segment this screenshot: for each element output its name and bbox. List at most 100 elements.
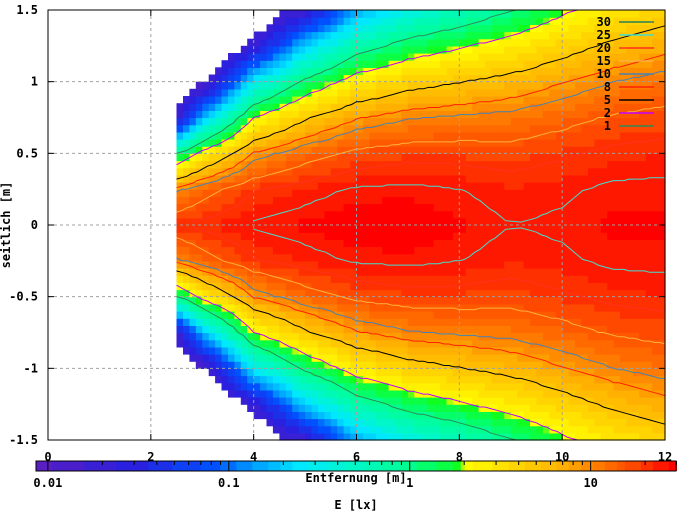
heatmap-cell	[221, 232, 229, 240]
heatmap-cell	[497, 239, 505, 248]
heatmap-cell	[401, 81, 409, 90]
heatmap-cell	[330, 10, 338, 18]
heatmap-cell	[382, 389, 390, 398]
heatmap-cell	[362, 375, 370, 384]
heatmap-cell	[350, 418, 358, 427]
heatmap-cell	[195, 124, 203, 133]
heatmap-cell	[607, 174, 615, 183]
heatmap-cell	[324, 354, 332, 362]
heatmap-cell	[568, 96, 576, 104]
heatmap-cell	[645, 225, 653, 233]
heatmap-cell	[420, 67, 428, 76]
heatmap-cell	[228, 339, 235, 348]
heatmap-cell	[407, 210, 415, 219]
heatmap-cell	[382, 117, 390, 126]
heatmap-cell	[530, 368, 537, 377]
heatmap-cell	[350, 346, 358, 355]
colorbar-segment	[484, 461, 490, 471]
heatmap-cell	[247, 354, 255, 362]
heatmap-cell	[510, 346, 518, 355]
heatmap-cell	[536, 404, 544, 412]
heatmap-cell	[279, 117, 287, 126]
heatmap-cell	[311, 10, 319, 18]
heatmap-cell	[266, 289, 274, 298]
heatmap-cell	[343, 67, 351, 76]
heatmap-cell	[324, 411, 332, 420]
heatmap-cell	[311, 397, 319, 405]
heatmap-cell	[292, 96, 300, 104]
heatmap-cell	[491, 339, 499, 348]
heatmap-cell	[279, 60, 287, 68]
heatmap-cell	[208, 275, 216, 283]
heatmap-cell	[645, 282, 653, 291]
heatmap-cell	[407, 110, 415, 119]
heatmap-cell	[523, 45, 531, 54]
heatmap-cell	[452, 38, 460, 47]
heatmap-cell	[407, 196, 415, 205]
heatmap-cell	[266, 189, 274, 197]
heatmap-cell	[626, 196, 634, 205]
heatmap-cell	[240, 275, 248, 283]
heatmap-cell	[369, 411, 377, 420]
heatmap-cell	[620, 174, 627, 183]
heatmap-cell	[594, 346, 602, 355]
heatmap-cell	[613, 203, 621, 212]
heatmap-cell	[362, 17, 370, 25]
heatmap-cell	[253, 67, 261, 76]
heatmap-cell	[433, 432, 441, 441]
heatmap-cell	[401, 74, 409, 83]
heatmap-cell	[234, 275, 242, 283]
colorbar-segment	[468, 461, 474, 471]
heatmap-cell	[407, 361, 415, 369]
heatmap-cell	[626, 253, 634, 262]
heatmap-cell	[626, 103, 634, 111]
colorbar-segment	[332, 461, 338, 471]
heatmap-cell	[401, 38, 409, 47]
heatmap-cell	[433, 110, 441, 119]
heatmap-cell	[395, 153, 403, 162]
heatmap-cell	[362, 325, 370, 334]
heatmap-cell	[587, 174, 595, 183]
heatmap-cell	[317, 189, 325, 197]
heatmap-cell	[613, 131, 621, 140]
heatmap-cell	[234, 160, 242, 169]
heatmap-cell	[266, 418, 274, 427]
heatmap-cell	[305, 246, 313, 255]
heatmap-cell	[298, 153, 306, 162]
heatmap-cell	[542, 225, 550, 233]
heatmap-cell	[639, 289, 647, 298]
heatmap-cell	[562, 31, 570, 40]
heatmap-cell	[658, 239, 666, 248]
heatmap-cell	[478, 432, 486, 441]
heatmap-cell	[562, 167, 570, 176]
heatmap-cell	[620, 432, 627, 441]
heatmap-cell	[523, 182, 531, 190]
heatmap-cell	[369, 146, 377, 154]
heatmap-cell	[266, 196, 274, 205]
heatmap-cell	[517, 411, 525, 420]
colorbar-segment	[324, 461, 329, 471]
heatmap-cell	[658, 60, 666, 68]
heatmap-cell	[652, 38, 660, 47]
heatmap-cell	[472, 81, 480, 90]
heatmap-cell	[510, 67, 518, 76]
heatmap-cell	[523, 110, 531, 119]
heatmap-cell	[536, 146, 544, 154]
heatmap-cell	[465, 425, 473, 434]
heatmap-cell	[176, 246, 184, 255]
heatmap-cell	[645, 67, 653, 76]
heatmap-cell	[459, 210, 467, 219]
heatmap-cell	[401, 88, 409, 97]
heatmap-cell	[465, 404, 473, 412]
heatmap-cell	[343, 153, 351, 162]
heatmap-cell	[645, 275, 653, 283]
heatmap-cell	[266, 318, 274, 326]
heatmap-cell	[632, 354, 640, 362]
heatmap-cell	[491, 404, 499, 412]
heatmap-cell	[536, 53, 544, 61]
heatmap-cell	[600, 418, 608, 427]
heatmap-cell	[260, 325, 268, 334]
heatmap-cell	[362, 217, 370, 226]
colorbar-segment	[272, 461, 277, 471]
heatmap-cell	[369, 282, 377, 291]
